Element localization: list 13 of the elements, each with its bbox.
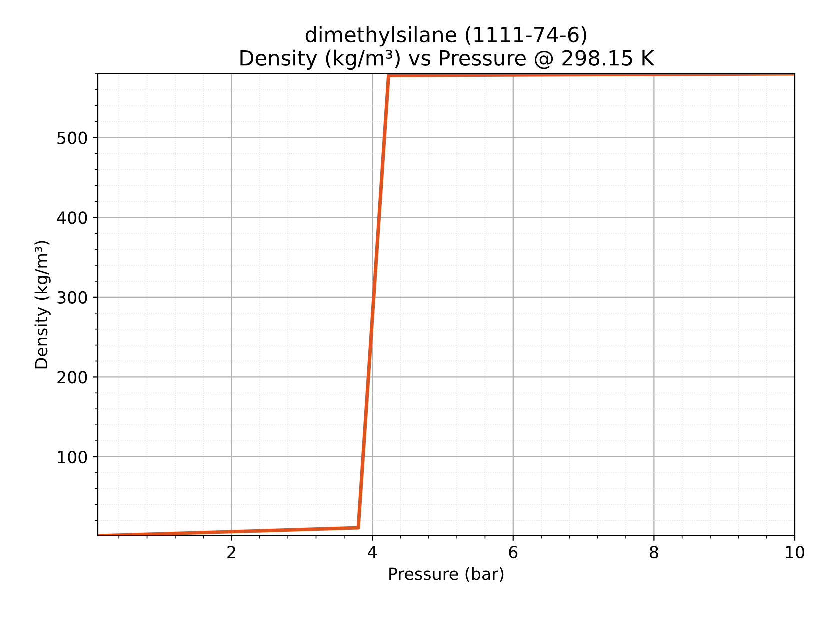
x-tick-label: 8	[650, 546, 658, 559]
y-tick-label: 100	[58, 450, 88, 464]
x-tick-label: 2	[228, 546, 236, 558]
x-tick-label: 6	[509, 546, 518, 559]
y-tick-label: 400	[57, 212, 88, 224]
x-tick-label: 4	[368, 546, 377, 558]
chart-title: dimethylsilane (1111-74-6) Density (kg/m³) vs Pressure @ 298.15 K	[240, 26, 655, 70]
x-axis-title: Pressure (bar)	[390, 567, 504, 582]
x-tick-label: 10	[786, 546, 804, 559]
y-tick-label: 200	[58, 371, 88, 384]
y-tick-label: 300	[58, 291, 88, 304]
y-tick-label: 500	[58, 132, 88, 144]
y-axis-title: Density (kg/m³)	[34, 241, 51, 369]
